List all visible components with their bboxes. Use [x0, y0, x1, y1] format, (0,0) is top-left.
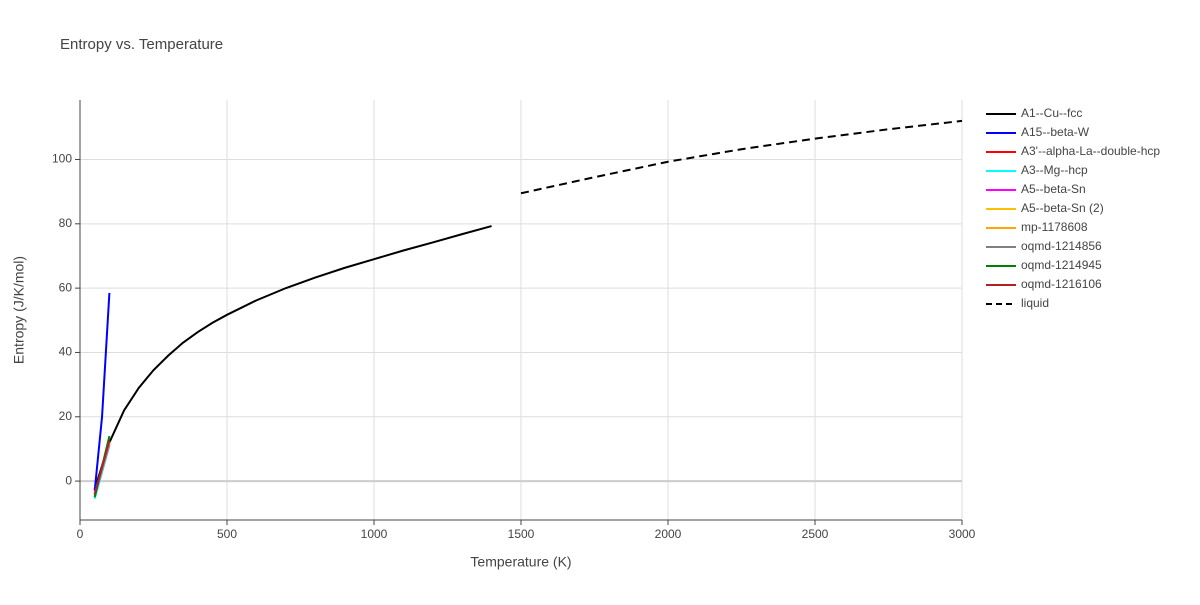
legend-label: mp-1178608: [1021, 220, 1088, 234]
x-tick-label: 3000: [949, 527, 976, 541]
legend-label: A5--beta-Sn (2): [1021, 201, 1104, 215]
y-tick-label: 20: [59, 409, 73, 423]
legend-label: A3--Mg--hcp: [1021, 163, 1088, 177]
x-axis-title: Temperature (K): [470, 554, 571, 570]
y-tick-label: 60: [59, 280, 73, 294]
y-tick-label: 80: [59, 216, 73, 230]
x-tick-label: 2500: [802, 527, 829, 541]
legend-label: oqmd-1214945: [1021, 258, 1102, 272]
x-tick-label: 2000: [655, 527, 682, 541]
x-tick-label: 1500: [508, 527, 535, 541]
legend-label: A1--Cu--fcc: [1021, 106, 1082, 120]
y-tick-label: 100: [52, 152, 72, 166]
series-line: [93, 225, 492, 490]
legend-label: liquid: [1021, 296, 1049, 310]
legend-label: A15--beta-W: [1021, 125, 1090, 139]
legend-label: oqmd-1216106: [1021, 277, 1102, 291]
legend-label: A5--beta-Sn: [1021, 182, 1086, 196]
series-line: [520, 119, 963, 195]
x-tick-label: 1000: [361, 527, 388, 541]
chart-title: Entropy vs. Temperature: [60, 36, 223, 53]
legend-label: A3'--alpha-La--double-hcp: [1021, 144, 1160, 158]
legend-label: oqmd-1214856: [1021, 239, 1102, 253]
x-tick-label: 0: [77, 527, 84, 541]
series-line: [93, 292, 111, 491]
y-tick-label: 40: [59, 345, 73, 359]
y-tick-label: 0: [65, 473, 72, 487]
y-axis-title: Entropy (J/K/mol): [11, 256, 27, 364]
x-tick-label: 500: [217, 527, 237, 541]
series-line: [93, 440, 111, 495]
